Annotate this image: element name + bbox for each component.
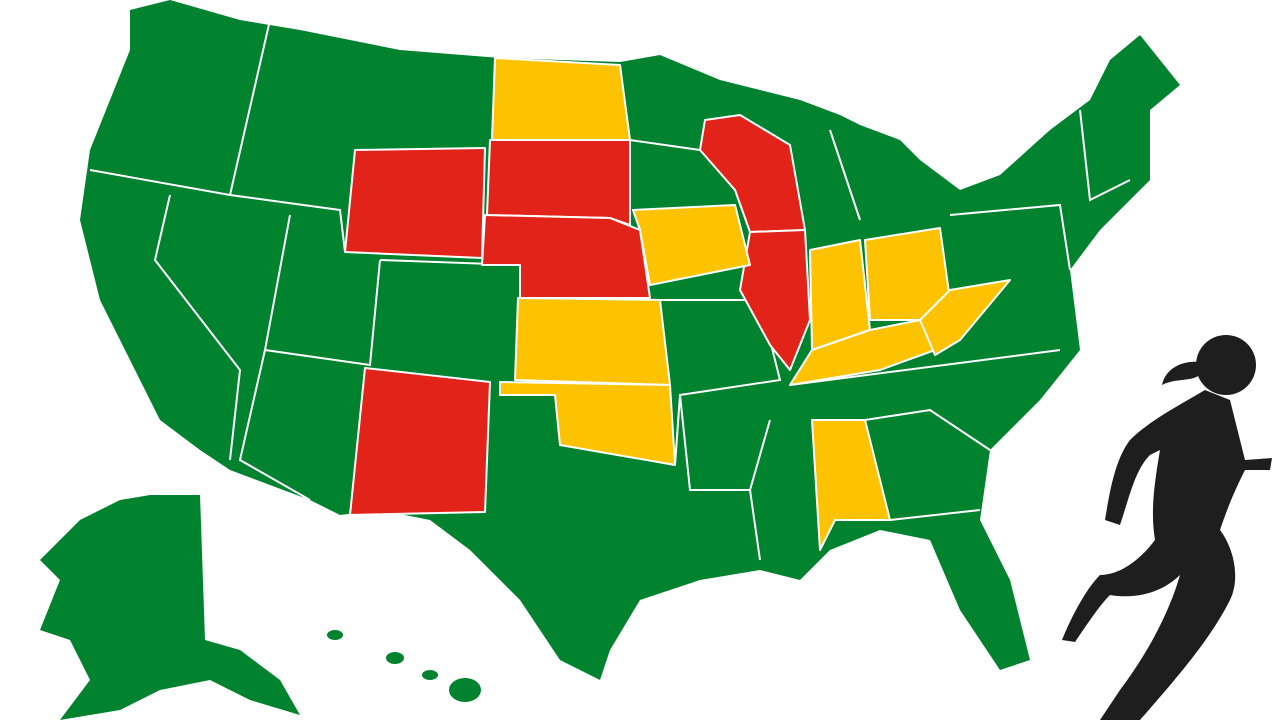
state-borders (89, 19, 1131, 561)
hawaii-island (422, 670, 438, 680)
state-border (864, 408, 991, 451)
state-border (749, 489, 761, 561)
hawaii-island (327, 630, 343, 640)
state-border (829, 129, 861, 221)
wyoming (344, 147, 486, 259)
west-virginia (919, 279, 1011, 356)
state-border (629, 139, 701, 151)
alabama (811, 419, 891, 551)
state-border (789, 349, 1061, 386)
state-border (153, 194, 242, 461)
state-border (679, 394, 771, 491)
alaska (40, 495, 300, 720)
runner-silhouette (1062, 335, 1272, 720)
state-border (238, 349, 311, 501)
runner-head (1196, 335, 1256, 395)
state-border (263, 214, 381, 367)
hawaii-island (449, 678, 481, 702)
state-border (229, 19, 271, 196)
runner-ponytail (1162, 361, 1200, 385)
south-dakota (486, 139, 631, 226)
state-border (1079, 109, 1131, 202)
state-border (660, 299, 782, 466)
state-border (89, 169, 346, 253)
runner-body (1062, 390, 1272, 720)
state-border (949, 203, 1071, 271)
hawaii-island (386, 652, 404, 664)
oklahoma (499, 381, 676, 466)
new-mexico (349, 367, 491, 516)
state-border (889, 509, 981, 521)
kansas (514, 297, 671, 386)
iowa (632, 204, 751, 286)
illinois (739, 229, 811, 371)
north-dakota (491, 57, 631, 141)
